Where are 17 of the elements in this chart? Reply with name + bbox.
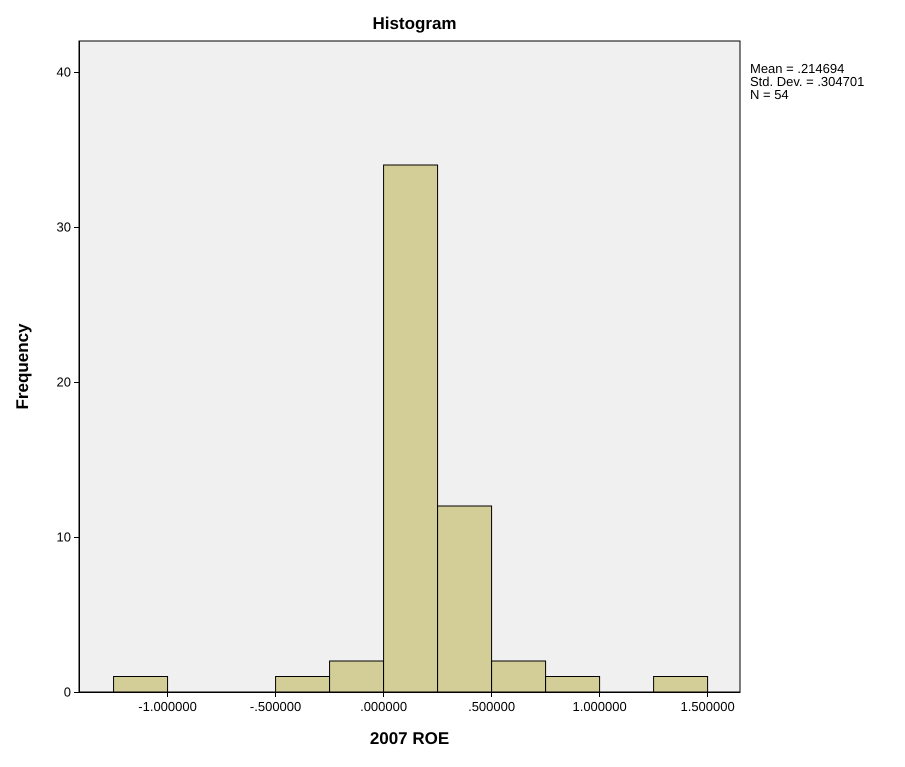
x-tick-label: 1.500000 xyxy=(680,699,735,714)
y-tick-label: 0 xyxy=(64,684,71,700)
x-tick-label: -1.000000 xyxy=(138,699,197,714)
y-axis-title: Frequency xyxy=(13,322,32,410)
y-tick-label: 40 xyxy=(56,64,71,80)
y-tick-label: 10 xyxy=(56,530,71,544)
text: N = 54 xyxy=(750,87,789,102)
x-tick-label: -.500000 xyxy=(250,699,302,714)
x-tick-label: .500000 xyxy=(468,699,516,714)
x-tick-label: .000000 xyxy=(360,699,408,714)
text: Std. Dev. = .304701 xyxy=(750,74,864,89)
x-axis-title: 2007 ROE xyxy=(370,729,450,748)
y-tick-label: 30 xyxy=(56,220,71,234)
x-tick-label: 1.000000 xyxy=(572,699,627,714)
text: Mean = .214694 xyxy=(750,61,844,76)
y-tick-label: 20 xyxy=(56,374,71,390)
chart-title: Histogram xyxy=(372,14,457,33)
